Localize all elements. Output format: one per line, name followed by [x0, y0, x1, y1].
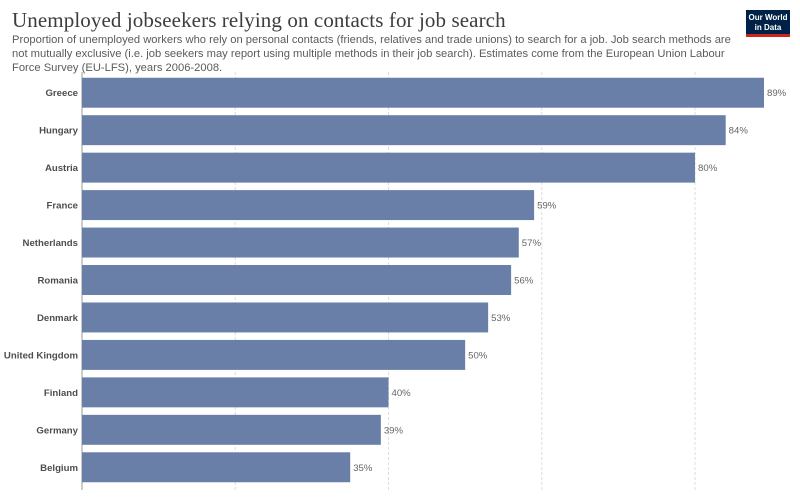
bar[interactable]	[82, 414, 381, 445]
category-label: Netherlands	[23, 238, 78, 249]
value-label: 53%	[491, 313, 511, 324]
bar[interactable]	[82, 77, 764, 108]
value-label: 39%	[384, 425, 404, 436]
logo-line-2: in Data	[754, 22, 782, 32]
category-label: United Kingdom	[4, 350, 78, 361]
category-label: Austria	[45, 163, 79, 174]
value-label: 35%	[353, 463, 373, 474]
chart-subtitle: Proportion of unemployed workers who rel…	[12, 34, 731, 74]
category-label: France	[47, 201, 78, 212]
bar[interactable]	[82, 265, 512, 295]
category-label: Hungary	[39, 126, 79, 137]
value-label: 57%	[522, 238, 542, 249]
bar[interactable]	[82, 302, 489, 333]
category-label: Germany	[36, 425, 78, 436]
value-label: 59%	[537, 201, 557, 212]
bar[interactable]	[82, 452, 351, 483]
owid-logo[interactable]: Our World in Data	[746, 10, 790, 37]
bar[interactable]	[82, 152, 696, 183]
value-label: 40%	[392, 388, 412, 399]
bar[interactable]	[82, 339, 466, 370]
chart-title: Unemployed jobseekers relying on contact…	[12, 8, 506, 32]
value-label: 80%	[698, 163, 718, 174]
value-label: 56%	[514, 276, 534, 287]
category-label: Romania	[37, 276, 78, 287]
category-label: Denmark	[37, 313, 79, 324]
bar[interactable]	[82, 190, 535, 221]
category-label: Greece	[45, 88, 78, 99]
value-label: 84%	[729, 126, 749, 137]
bar[interactable]	[82, 377, 389, 408]
bar[interactable]	[82, 115, 726, 146]
logo-accent-bar	[746, 34, 790, 37]
value-label: 50%	[468, 350, 488, 361]
category-label: Finland	[44, 388, 78, 399]
logo-line-1: Our World	[748, 13, 788, 22]
bar[interactable]	[82, 227, 519, 258]
value-label: 89%	[767, 88, 787, 99]
category-label: Belgium	[40, 463, 78, 474]
